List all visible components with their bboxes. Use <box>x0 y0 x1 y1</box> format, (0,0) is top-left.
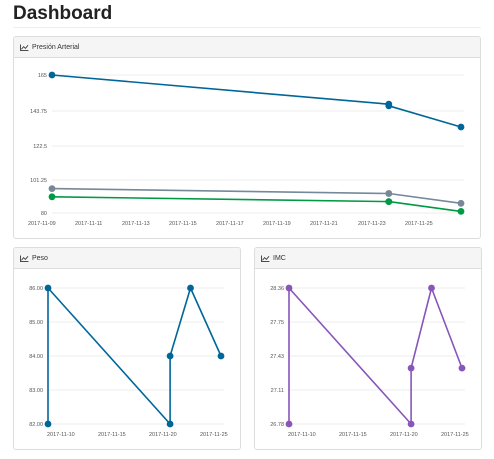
y-tick-label: 26.78 <box>270 422 284 428</box>
imc-panel-title: IMC <box>273 254 286 262</box>
data-point <box>457 123 465 131</box>
data-point <box>385 198 393 206</box>
y-tick-label: 80 <box>41 211 47 217</box>
blood-pressure-chart: 165 143.75 122.5 101.25 80 2017-11-09 2017-11-… <box>28 71 465 227</box>
pressure-panel-heading: Presión Arterial <box>14 37 480 58</box>
series-line-2 <box>51 187 462 205</box>
y-tick-label: 122.5 <box>33 144 47 150</box>
data-point <box>48 193 56 201</box>
data-point <box>44 284 52 292</box>
x-tick-label: 2017-11-10 <box>288 432 316 438</box>
line-chart-icon <box>20 254 29 262</box>
data-point <box>48 185 56 192</box>
imc-panel-heading: IMC <box>255 248 481 269</box>
y-tick-label: 82.00 <box>29 422 43 428</box>
data-point <box>166 420 174 428</box>
pressure-panel-title: Presión Arterial <box>32 43 80 51</box>
x-tick-label: 2017-11-25 <box>441 432 469 438</box>
data-point <box>385 102 393 110</box>
x-tick-label: 2017-11-20 <box>390 432 418 438</box>
data-point <box>285 284 293 292</box>
series-line-1 <box>288 287 463 425</box>
y-tick-label: 27.75 <box>270 320 284 326</box>
page-title: Dashboard <box>13 3 113 24</box>
data-point <box>428 284 435 292</box>
y-tick-label: 101.25 <box>30 178 47 184</box>
y-tick-label: 85.00 <box>29 320 43 326</box>
x-tick-label: 2017-11-15 <box>169 221 197 227</box>
data-point <box>187 284 194 292</box>
x-tick-label: 2017-11-25 <box>200 432 228 438</box>
y-tick-label: 165 <box>38 73 47 79</box>
x-tick-label: 2017-11-11 <box>75 221 102 227</box>
y-tick-label: 83.00 <box>29 388 43 394</box>
weight-chart: 86.00 85.00 84.00 83.00 82.00 2017-11-10 2017-… <box>29 284 228 438</box>
title-divider <box>13 27 481 28</box>
y-tick-label: 27.11 <box>271 388 284 394</box>
x-tick-label: 2017-11-13 <box>122 221 150 227</box>
data-point <box>407 420 415 428</box>
series-line-3 <box>51 196 462 213</box>
x-tick-label: 2017-11-15 <box>339 432 367 438</box>
data-point <box>285 420 293 428</box>
x-tick-label: 2017-11-17 <box>216 221 244 227</box>
data-point <box>385 190 393 197</box>
data-point <box>457 199 465 207</box>
data-point <box>44 420 52 428</box>
x-tick-label: 2017-11-21 <box>310 221 338 227</box>
pressure-panel: Presión Arterial 165 143.75 122.5 101.25 80 2… <box>13 36 481 239</box>
line-chart-icon <box>20 43 29 51</box>
series-line-1 <box>51 74 462 128</box>
y-tick-label: 86.00 <box>29 286 43 292</box>
data-point <box>457 208 465 215</box>
y-tick-label: 84.00 <box>29 354 43 360</box>
imc-chart: 28.36 27.75 27.43 27.11 26.78 2017-11-10 2017-… <box>270 284 469 438</box>
line-chart-icon <box>261 254 270 262</box>
imc-panel: IMC 28.36 27.75 27.43 27.11 26.78 2017-11-10 2… <box>254 247 482 450</box>
x-tick-label: 2017-11-15 <box>98 432 126 438</box>
data-point <box>166 352 174 360</box>
data-point <box>458 364 466 372</box>
series-line-1 <box>47 287 222 425</box>
x-tick-label: 2017-11-10 <box>47 432 75 438</box>
weight-panel-title: Peso <box>32 254 48 262</box>
x-tick-label: 2017-11-20 <box>149 432 177 438</box>
x-tick-label: 2017-11-19 <box>263 221 291 227</box>
y-tick-label: 143.75 <box>30 109 47 115</box>
y-tick-label: 27.43 <box>270 354 284 360</box>
weight-panel: Peso 86.00 85.00 84.00 83.00 82.00 2017-11-10… <box>13 247 241 450</box>
x-tick-label: 2017-11-09 <box>28 221 56 227</box>
x-tick-label: 2017-11-23 <box>358 221 386 227</box>
data-point <box>217 352 225 360</box>
y-tick-label: 28.36 <box>270 286 284 292</box>
data-point <box>407 364 415 372</box>
weight-panel-heading: Peso <box>14 248 240 269</box>
data-point <box>48 71 56 79</box>
x-tick-label: 2017-11-25 <box>405 221 433 227</box>
